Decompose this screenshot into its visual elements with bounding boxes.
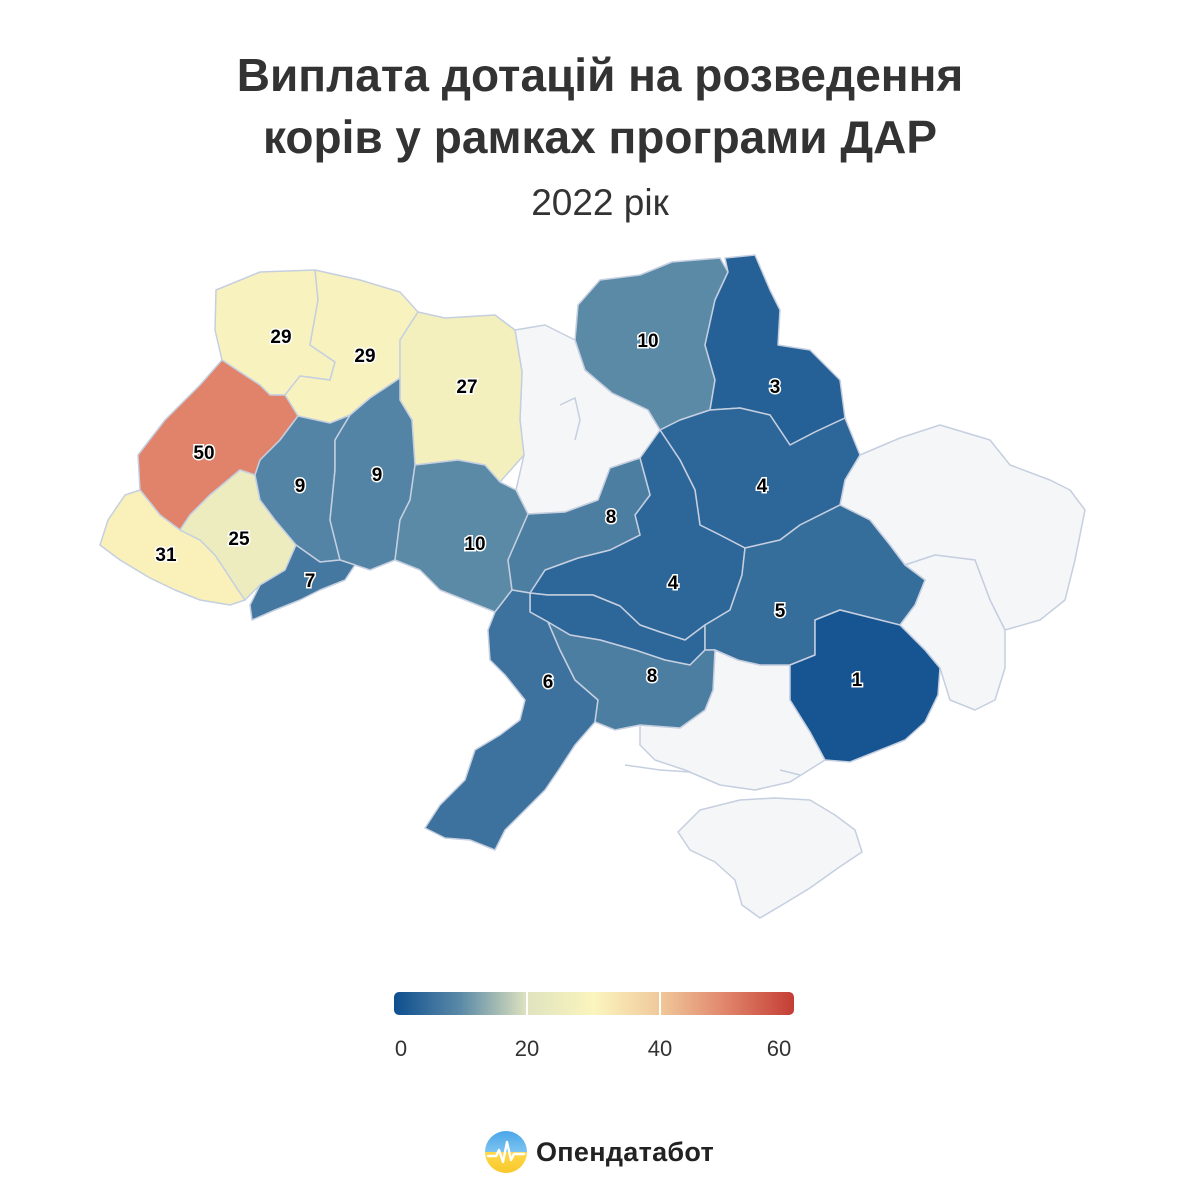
legend-tick-60: 60	[766, 1036, 792, 1061]
legend-tick-20: 20	[514, 1036, 540, 1061]
region-value-lviv: 50	[193, 443, 214, 464]
region-value-zhytomyr: 27	[456, 377, 477, 398]
opendatabot-icon	[485, 1131, 527, 1173]
title-line-2: корів у рамках програми ДАР	[262, 111, 938, 163]
region-value-vinnytsia: 10	[464, 534, 485, 555]
ukraine-choropleth-map: 29 29 27 50 31 25 9 9 10 7 10 3 4 4 8 5 1 6 8	[99, 254, 1086, 919]
region-value-chernihiv: 10	[637, 331, 658, 352]
region-crimea	[677, 797, 863, 919]
region-value-cherkasy: 8	[606, 507, 617, 528]
map-subtitle: 2022 рік	[531, 182, 669, 223]
legend-separator	[526, 992, 528, 1015]
legend-tick-0: 0	[394, 1036, 408, 1061]
region-value-sumy: 3	[770, 377, 781, 398]
labels-layer: 29 29 27 50 31 25 9 9 10 7 10 3 4 4 8 5 1 6 8	[154, 326, 864, 695]
region-value-ternopil: 9	[295, 476, 306, 497]
map-title: Виплата дотацій на розведення корів у ра…	[0, 44, 1200, 168]
region-value-khmelnytskyi: 9	[372, 465, 383, 486]
region-value-ivano-frankivsk: 25	[228, 529, 250, 550]
region-value-zakarpattia: 31	[155, 545, 177, 566]
river-lines	[559, 396, 801, 776]
region-value-odesa: 6	[543, 672, 554, 693]
region-value-poltava: 4	[668, 573, 679, 594]
regions-layer	[99, 254, 1086, 919]
region-value-kharkiv: 4	[757, 476, 768, 497]
region-zaporizhzhia	[789, 609, 941, 763]
region-value-dnipropetrovsk: 5	[775, 601, 786, 622]
region-chernivtsi	[249, 544, 356, 621]
color-legend: 0 20 40 60	[394, 992, 794, 1072]
legend-tick-40: 40	[647, 1036, 673, 1061]
title-line-1: Виплата дотацій на розведення	[236, 49, 964, 101]
region-mykolaiv	[547, 621, 716, 731]
region-value-zaporizhzhia: 1	[852, 670, 863, 691]
region-value-volyn: 29	[270, 327, 291, 348]
brand-logo: Опендатабот	[484, 1130, 714, 1174]
region-vinnytsia	[394, 459, 529, 613]
legend-separator	[659, 992, 661, 1015]
brand-name: Опендатабот	[536, 1136, 715, 1167]
legend-gradient-bar	[394, 992, 794, 1015]
region-value-rivne: 29	[354, 346, 375, 367]
region-value-mykolaiv: 8	[647, 666, 658, 687]
region-value-chernivtsi: 7	[305, 571, 316, 592]
